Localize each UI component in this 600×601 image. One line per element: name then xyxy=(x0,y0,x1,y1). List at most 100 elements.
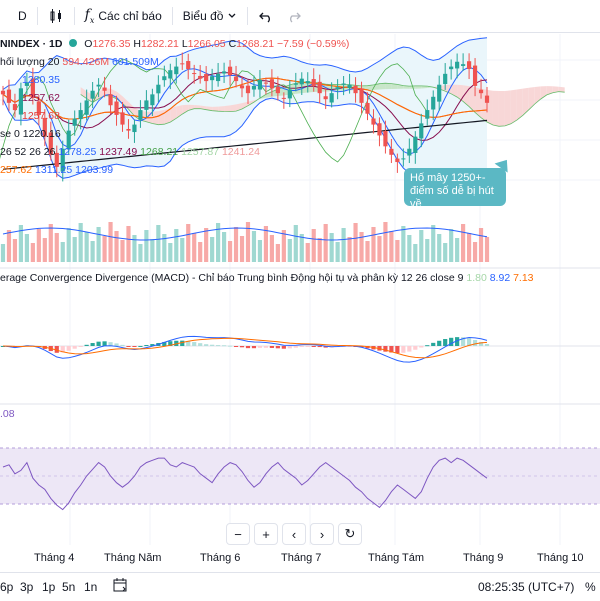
volume-bar xyxy=(299,234,304,262)
macd-hist-bar xyxy=(389,346,394,353)
candle-body xyxy=(78,110,83,120)
candle-body xyxy=(138,110,143,120)
candle xyxy=(144,90,149,118)
timeframe-3p[interactable]: 3p xyxy=(20,580,34,594)
candle xyxy=(162,65,167,87)
volume-label: hối lượng 20 xyxy=(0,56,60,68)
volume-bar xyxy=(377,236,382,262)
candle xyxy=(168,63,173,90)
candle-body xyxy=(347,84,352,89)
candle-body xyxy=(150,94,155,106)
macd-hist-bar xyxy=(102,341,107,346)
timeframe-5n[interactable]: 5n xyxy=(62,580,76,594)
interval-button[interactable]: D xyxy=(12,0,33,32)
candles-type-button[interactable] xyxy=(42,0,70,32)
change-value: −7.59 (−0.59%) xyxy=(277,38,350,50)
cloud-segment xyxy=(409,85,416,89)
volume-bar xyxy=(484,237,490,262)
bottom-toolbar: 6p 3p 1p 5n 1n 08:25:35 (UTC+7) % xyxy=(0,572,600,601)
volume-bar xyxy=(329,233,334,262)
legend-ma-row-4[interactable]: se 0 1220.16 xyxy=(0,126,61,142)
candle xyxy=(120,102,125,132)
macd-hist-bar xyxy=(204,344,209,346)
candle xyxy=(269,69,274,97)
volume-bar xyxy=(84,232,89,262)
candle-body xyxy=(389,148,394,155)
zoom-out-button[interactable]: − xyxy=(226,523,250,545)
legend-ma-row-3[interactable]: 1257.68 xyxy=(0,108,60,124)
time-axis[interactable]: Tháng 4 Tháng Năm Tháng 6 Tháng 7 Tháng … xyxy=(0,548,600,568)
legend-ma-row-1[interactable]: 1280.35 xyxy=(0,72,60,88)
candle xyxy=(461,53,466,71)
cloud-segment xyxy=(158,109,165,125)
candle xyxy=(401,148,406,167)
volume-bar xyxy=(54,233,59,262)
macd-hist-bar xyxy=(263,346,269,348)
macd-hist-bar xyxy=(192,342,197,346)
macd-hist-bar xyxy=(323,346,328,348)
zoom-in-button[interactable]: + xyxy=(254,523,278,545)
volume-bar xyxy=(365,241,370,262)
macd-hist-bar xyxy=(239,346,245,348)
market-status-dot xyxy=(69,39,78,47)
candle-body xyxy=(466,61,472,69)
volume-bar xyxy=(192,233,197,262)
legend-ma-row-2[interactable]: 1257.62 xyxy=(0,90,60,106)
candle-body xyxy=(461,64,466,66)
redo-button[interactable] xyxy=(280,0,308,32)
candle xyxy=(90,81,95,109)
candle xyxy=(299,72,304,96)
candle-body xyxy=(383,131,388,147)
undo-button[interactable] xyxy=(252,0,280,32)
volume-bar xyxy=(257,240,263,262)
legend-volume-row[interactable]: hối lượng 20 594.426M 601.509M xyxy=(0,54,159,70)
reset-chart-button[interactable]: ↻ xyxy=(338,523,362,545)
macd-hist-bar xyxy=(281,346,286,349)
candle xyxy=(6,79,12,111)
candle xyxy=(353,77,358,103)
ichimoku-value-5: 1241.24 xyxy=(221,146,260,158)
legend-bb-row[interactable]: 257.62 1311.25 1203.99 xyxy=(0,162,113,178)
timeframe-6p[interactable]: 6p xyxy=(0,580,14,594)
chart-type-dropdown[interactable]: Biểu đồ xyxy=(177,0,244,32)
candle-body xyxy=(6,89,12,103)
callout-annotation[interactable]: Hố mây 1250+- điểm số dễ bị hút về xyxy=(404,168,506,210)
macd-hist-bar xyxy=(180,340,185,346)
indicators-button[interactable]: fx Các chỉ báo xyxy=(79,0,168,32)
volume-bar xyxy=(419,230,424,262)
ichimoku-value-1: 1278.25 xyxy=(58,146,97,158)
x-tick-label: Tháng Năm xyxy=(104,552,162,564)
scroll-left-button[interactable]: ‹ xyxy=(282,523,306,545)
timeframe-1n[interactable]: 1n xyxy=(84,580,98,594)
cloud-segment xyxy=(415,85,422,89)
goto-date-button[interactable] xyxy=(112,577,128,596)
volume-bar xyxy=(461,224,466,262)
cloud-segment xyxy=(212,106,219,112)
macd-legend[interactable]: erage Convergence Divergence (MACD) - Ch… xyxy=(0,272,534,284)
candle-body xyxy=(186,61,191,69)
percent-toggle[interactable]: % xyxy=(585,580,596,594)
volume-bar xyxy=(66,228,71,262)
cloud-segment xyxy=(224,105,231,112)
candle-body xyxy=(216,73,221,82)
cloud-segment xyxy=(504,90,511,126)
timeframe-1p[interactable]: 1p xyxy=(42,580,56,594)
legend-ichimoku-row[interactable]: 26 52 26 26 1278.25 1237.49 1268.21 1257… xyxy=(0,144,260,160)
candle-body xyxy=(18,88,24,115)
candle-body xyxy=(472,65,478,86)
candle xyxy=(227,60,233,86)
open-label: O xyxy=(84,38,93,50)
legend-symbol-row[interactable]: NINDEX · 1D O1276.35 H1282.21 L1266.05 C… xyxy=(0,36,349,52)
volume-bar xyxy=(437,234,442,262)
clock-timezone[interactable]: 08:25:35 (UTC+7) xyxy=(478,580,575,594)
macd-hist-bar xyxy=(317,346,322,348)
macd-hist-bar xyxy=(359,346,364,348)
scroll-right-button[interactable]: › xyxy=(310,523,334,545)
macd-hist-bar xyxy=(287,346,292,349)
candle xyxy=(431,90,436,121)
macd-hist-bar xyxy=(299,346,304,347)
rsi-legend[interactable]: .08 xyxy=(0,408,15,420)
macd-hist-bar xyxy=(227,345,233,347)
macd-hist-bar xyxy=(449,337,454,346)
